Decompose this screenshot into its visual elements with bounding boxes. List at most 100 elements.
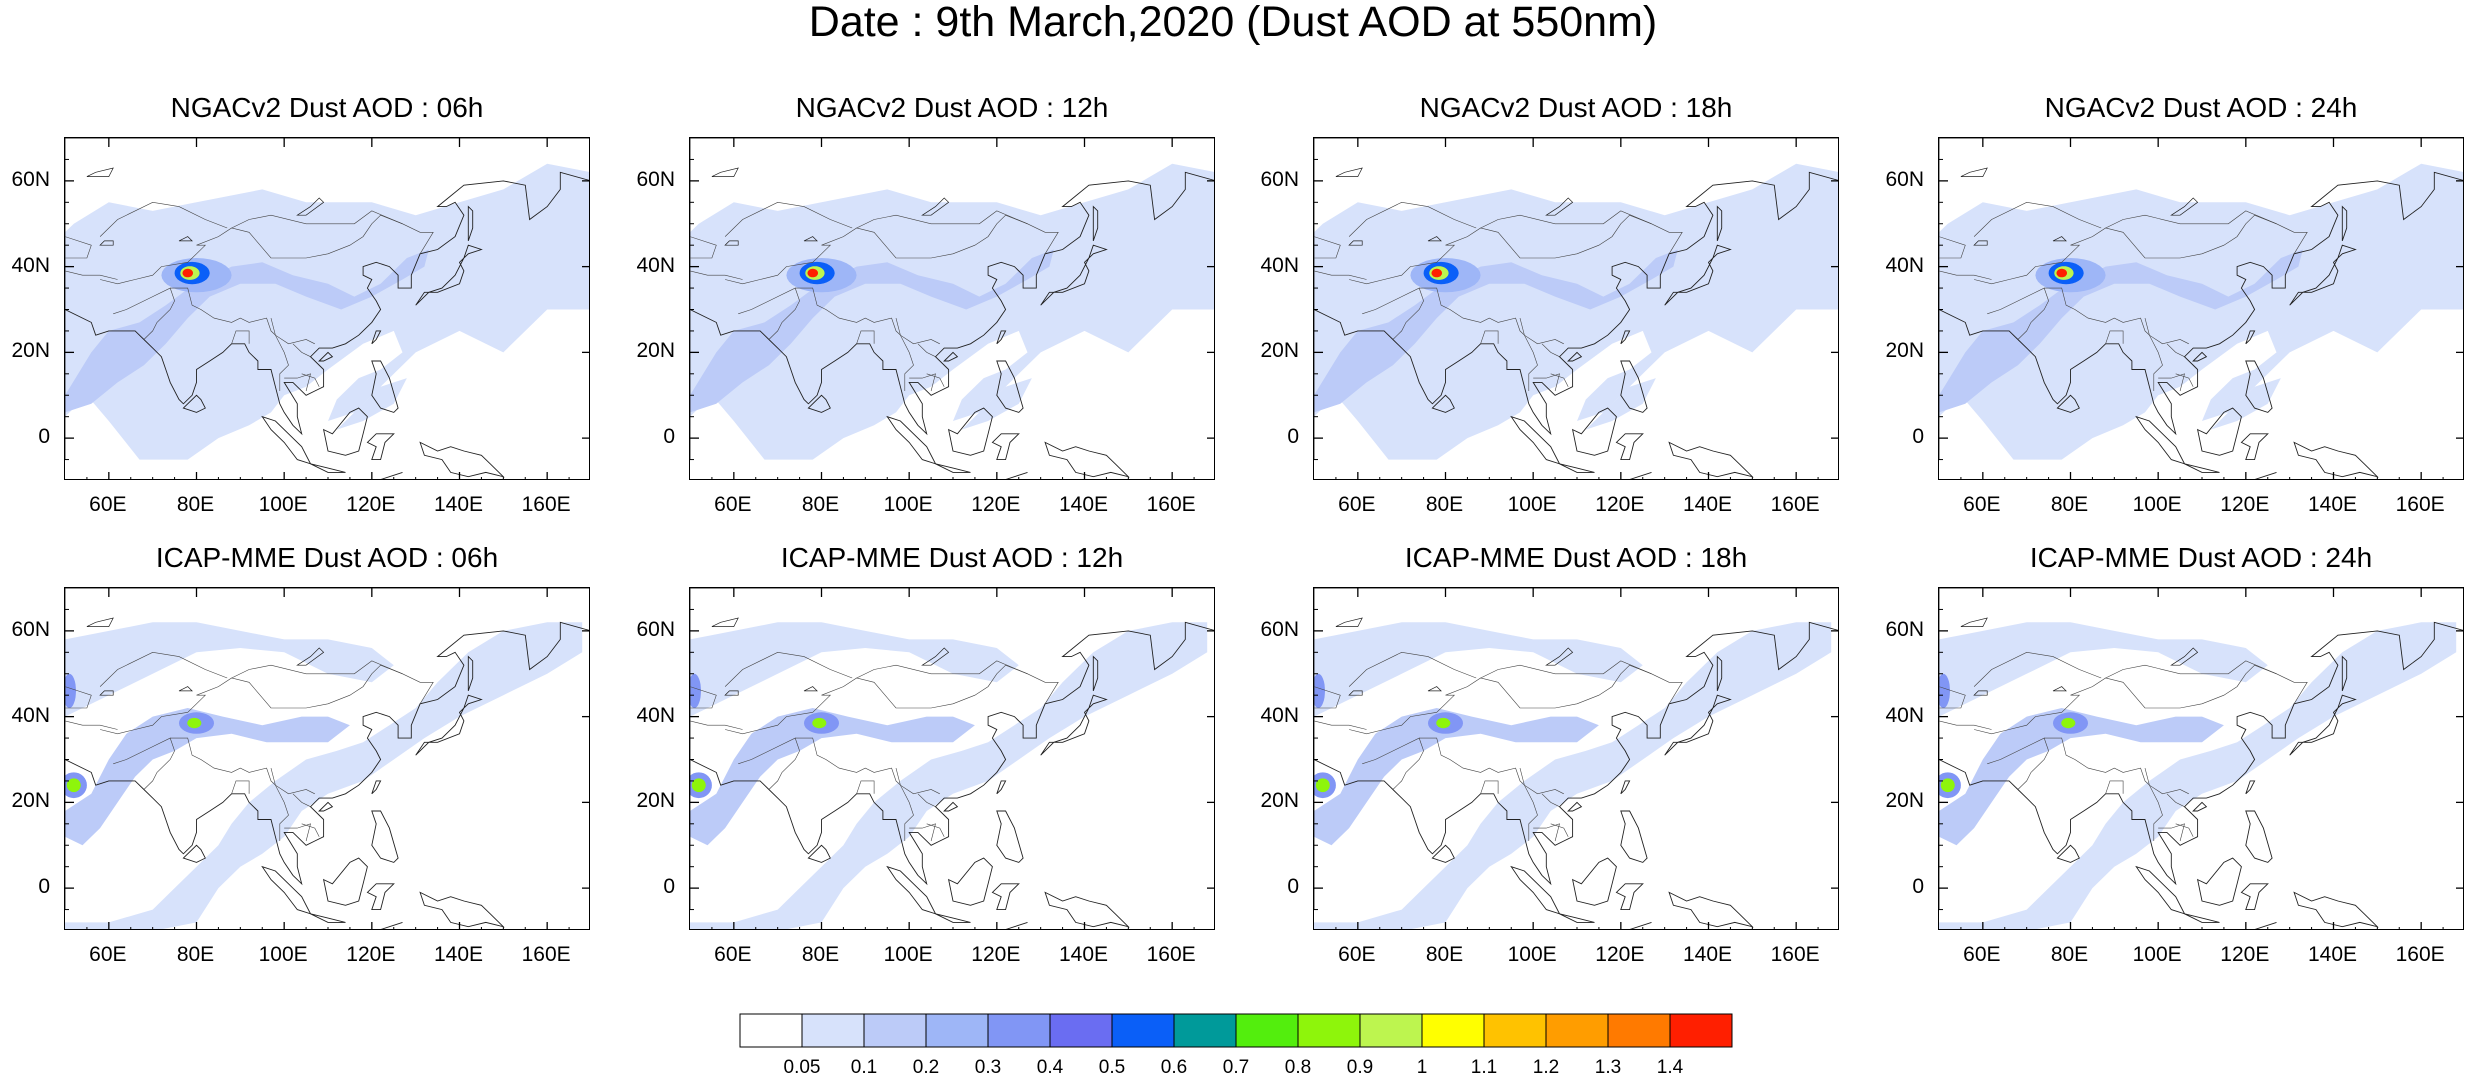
country-border — [231, 780, 250, 794]
coastline — [65, 588, 589, 910]
aod-hotspot — [182, 268, 193, 278]
coastline — [1629, 471, 1652, 479]
lake-outline — [921, 647, 950, 666]
coastline — [1664, 244, 1732, 306]
country-border — [690, 686, 717, 709]
panel-title: ICAP-MME Dust AOD : 12h — [780, 542, 1124, 573]
lat-tick-label: 60N — [1260, 167, 1299, 191]
country-border — [2105, 780, 2124, 794]
country-border — [895, 318, 914, 391]
colorbar-box — [1359, 1013, 1423, 1048]
coastline — [943, 801, 959, 812]
coastline — [690, 588, 1214, 910]
lake-outline — [1348, 240, 1363, 246]
colorbar-label: 0.1 — [850, 1057, 878, 1078]
coastline — [380, 921, 403, 929]
colorbar-label: 0.8 — [1284, 1057, 1312, 1078]
lake-outline — [724, 690, 739, 696]
country-border — [284, 823, 311, 842]
coastline — [1664, 694, 1732, 756]
lon-tick-label: 140E — [433, 943, 484, 966]
lat-tick-label: 60N — [636, 617, 675, 641]
map-canvas — [1939, 588, 2463, 929]
country-border — [690, 720, 743, 730]
colorbar-label: 0.9 — [1346, 1057, 1374, 1078]
country-border — [65, 270, 118, 280]
country-border — [1974, 214, 2308, 285]
colorbar-box — [1111, 1013, 1175, 1048]
aod-shade-moderate — [690, 708, 975, 846]
country-border — [909, 823, 936, 842]
coastline — [1005, 471, 1028, 479]
country-border — [926, 373, 945, 387]
map-canvas — [1314, 138, 1838, 479]
country-border — [1419, 737, 1564, 795]
country-border — [2044, 287, 2189, 345]
aod-shade-low — [65, 622, 583, 929]
coastline — [1567, 351, 1583, 362]
coastline — [2254, 471, 2277, 479]
coastline — [1629, 921, 1652, 929]
lat-tick-label: 40N — [11, 253, 50, 277]
lon-tick-label: 60E — [714, 943, 752, 966]
lake-outline — [86, 167, 114, 177]
country-border — [1348, 201, 1477, 237]
country-border — [1987, 287, 2049, 340]
country-border — [2175, 373, 2194, 387]
country-border — [301, 373, 320, 387]
lake-outline — [724, 240, 739, 246]
lat-tick-label: 0 — [1287, 425, 1299, 449]
country-border — [2105, 330, 2124, 344]
country-border — [724, 651, 853, 687]
aod-hotspot-arabia — [1940, 778, 1955, 793]
country-border — [1939, 270, 1992, 280]
lon-tick-label: 160E — [1770, 493, 1820, 516]
colorbar-box — [1669, 1013, 1733, 1048]
coastline — [1040, 244, 1108, 306]
panel-title: ICAP-MME Dust AOD : 24h — [2029, 542, 2373, 573]
coastline — [2245, 330, 2256, 345]
aod-shade-low — [690, 622, 1208, 929]
country-border — [2166, 793, 2185, 807]
lon-tick-label: 100E — [883, 943, 933, 966]
coastline — [1668, 441, 1754, 478]
lon-tick-label: 60E — [1963, 493, 2001, 516]
coastline — [2192, 351, 2208, 362]
country-border — [1348, 651, 1477, 687]
colorbar-label: 1 — [1416, 1057, 1428, 1078]
lake-outline — [296, 197, 325, 216]
panel-title: NGACv2 Dust AOD : 06h — [170, 92, 484, 123]
lake-outline — [2170, 647, 2199, 666]
country-border — [100, 214, 434, 285]
coastline — [935, 463, 971, 473]
coastline — [419, 441, 505, 478]
lake-outline — [86, 617, 114, 627]
lon-tick-label: 120E — [1595, 493, 1645, 516]
lat-tick-label: 20N — [1260, 339, 1299, 363]
lon-tick-label: 120E — [971, 493, 1021, 516]
lon-tick-label: 80E — [801, 943, 840, 966]
lon-tick-label: 120E — [2220, 943, 2270, 966]
country-border — [2144, 318, 2163, 391]
country-border — [1939, 720, 1992, 730]
lat-tick-label: 40N — [1885, 253, 1924, 277]
lake-outline — [1427, 236, 1442, 242]
country-border — [1541, 343, 1560, 357]
lat-tick-label: 20N — [11, 789, 50, 813]
coastline — [996, 780, 1007, 795]
aod-shade-low-north — [65, 622, 394, 717]
lat-tick-label: 20N — [1885, 789, 1924, 813]
coastline — [2135, 415, 2186, 465]
colorbar-box — [925, 1013, 989, 1048]
lake-outline — [99, 240, 114, 246]
coastline — [261, 865, 312, 915]
map-panel — [1938, 137, 2464, 480]
aod-hotspot-tarim — [187, 717, 202, 729]
coastline — [2254, 921, 2277, 929]
coastline — [1615, 433, 1644, 461]
coastline — [2240, 433, 2269, 461]
coastline — [2245, 810, 2273, 863]
coastline — [371, 360, 399, 413]
colorbar-label: 0.05 — [783, 1057, 821, 1078]
lake-outline — [803, 236, 818, 242]
